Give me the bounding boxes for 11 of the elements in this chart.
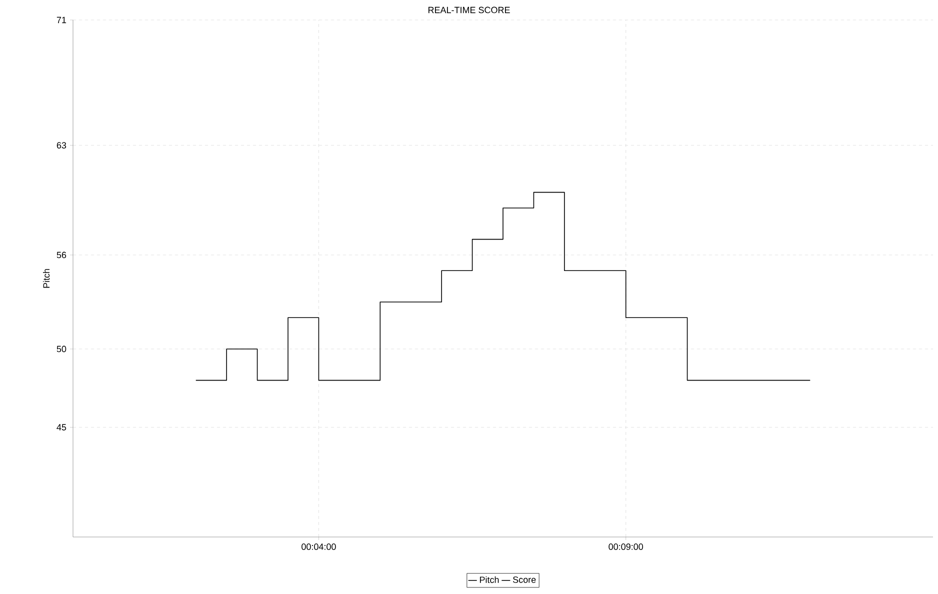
legend-label: Score	[512, 576, 536, 583]
y-tick-label: 71	[56, 16, 66, 24]
x-tick-label: 00:09:00	[608, 544, 644, 550]
y-tick-label: 63	[56, 142, 66, 149]
chart-title: REAL-TIME SCORE	[428, 6, 510, 14]
y-tick-label: 45	[56, 424, 66, 430]
y-tick-label: 50	[56, 346, 66, 352]
x-tick-label: 00:04:00	[302, 544, 336, 550]
y-axis-title: Pitch	[42, 269, 50, 288]
y-tick-label: 56	[56, 252, 66, 258]
legend-label: Pitch	[480, 576, 499, 583]
